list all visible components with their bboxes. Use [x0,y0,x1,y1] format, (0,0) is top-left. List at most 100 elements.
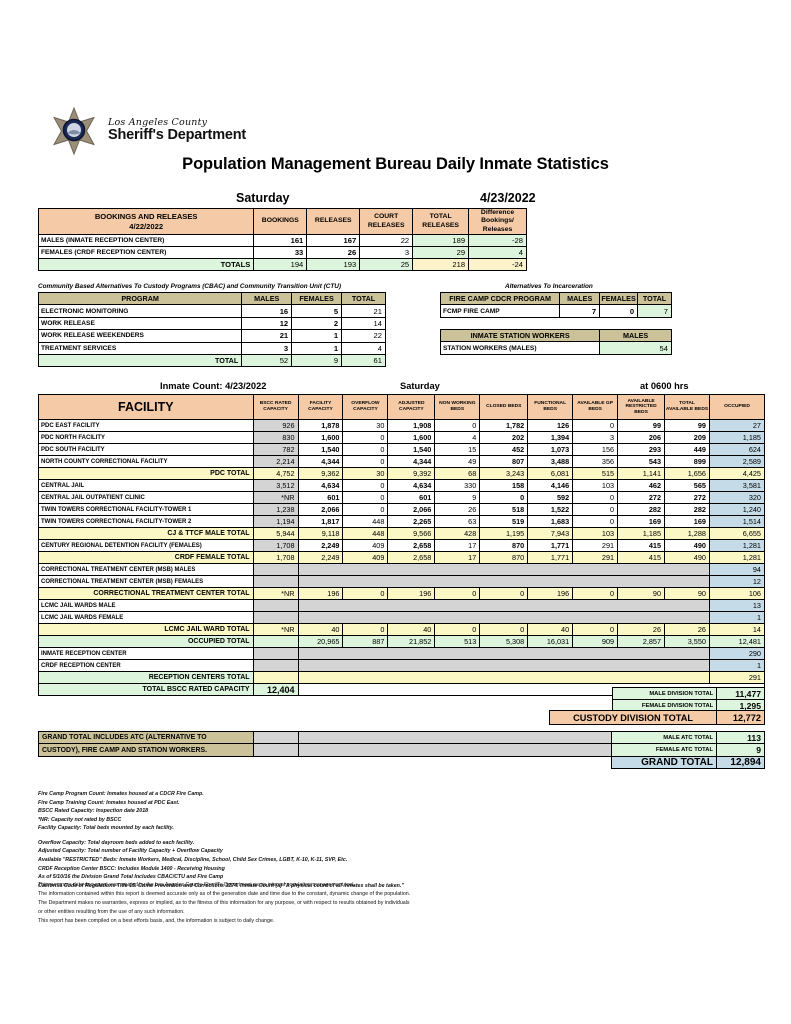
males-releases: 167 [306,234,361,248]
facility-value-2: 0 [342,503,389,516]
row-label-females: FEMALES (CRDF RECEPTION CENTER) [37,246,255,260]
facility-value-1: 1,600 [297,431,344,444]
footnote-line: Fire Camp Training Count: Inmates housed… [38,799,180,806]
empty-cell [252,575,299,588]
facility-value-4: 0 [434,419,481,432]
facility-value-9: 490 [664,539,710,552]
table-row: PDC SOUTH FACILITY 782 1,540 0 1,540 15 452 1,0… [38,443,766,456]
facility-total-value-7: 291 [572,551,619,564]
facility-value-7: 0 [572,503,619,516]
col-fc-total: TOTAL [637,291,672,306]
table-row: FCMP FIRE CAMP 7 0 7 [439,304,672,318]
facility-total-value-4: 68 [434,467,481,480]
page-title: Population Management Bureau Daily Inmat… [182,155,609,173]
facility-total-value-0: 1,708 [252,551,299,564]
facility-value-1: 1,878 [297,419,344,432]
fcmp-females: 0 [599,304,639,318]
facility-total-value-2: 448 [342,527,389,540]
wr-males: 12 [241,316,293,331]
facility-value-0: 830 [252,431,299,444]
males-difference: -28 [468,234,527,248]
facility-total-value-8: 415 [617,551,666,564]
facility-value-0: 782 [252,443,299,456]
facility-value-2: 448 [342,515,389,528]
facility-total-value-7: 0 [572,587,619,600]
program-work-release-weekenders: WORK RELEASE WEEKENDERS [37,329,243,343]
facility-value-3: 1,908 [387,419,436,432]
footnote-line: Available "RESTRICTED" Beds: Inmate Work… [38,857,348,864]
occupied-total-value-0 [252,635,299,648]
females-difference: 4 [468,246,527,260]
facility-value-1: 4,344 [297,455,344,468]
facility-total-value-6: 196 [527,587,574,600]
facility-value-1: 2,249 [297,539,344,552]
facility-total-value-8: 90 [617,587,666,600]
facility-name: PDC EAST FACILITY [38,419,254,432]
facility-total-value-6: 6,081 [527,467,574,480]
facility-value-9: 209 [664,431,710,444]
facility-total-label: PDC TOTAL [38,467,254,480]
facility-total-value-5: 870 [479,551,529,564]
cbac-total-label: TOTAL [37,353,243,368]
wrw-total: 22 [341,329,386,343]
cbac-table: PROGRAM MALES FEMALES TOTAL ELECTRONIC M… [37,291,386,368]
totals-bookings: 194 [253,258,308,272]
empty-cell [252,563,299,576]
female-atc-total-label: FEMALE ATC TOTAL [611,743,717,757]
facility-total-value-1: 2,249 [297,551,344,564]
footnote-line: *NR: Capacity not rated by BSCC [38,816,122,823]
facility-name: CRDF RECEPTION CENTER [38,659,254,672]
male-division-total-label: MALE DIVISION TOTAL [611,686,718,701]
col-facility: FACILITY [38,394,254,420]
facility-value-7: 291 [572,539,619,552]
male-atc-total-label: MALE ATC TOTAL [611,730,717,745]
footnote-line: California Code of Regulations Title 15.… [38,882,404,889]
inmate-count-caption-row: Inmate Count: 4/23/2022 Saturday at 0600… [0,381,791,394]
ts-males: 3 [241,341,293,355]
table-row: CUSTODY DIVISION TOTAL 12,772 [548,710,765,725]
occupied-total-value-1: 20,965 [297,635,344,648]
facility-value-3: 2,658 [387,539,436,552]
facility-name: INMATE RECEPTION CENTER [38,647,254,660]
facility-value-7: 0 [572,491,619,504]
facility-value-4: 330 [434,479,481,492]
facility-occupied: 12 [708,575,766,588]
male-atc-total-value: 113 [716,730,765,745]
facility-name: PDC SOUTH FACILITY [38,443,254,456]
totals-difference: -24 [468,258,527,272]
custody-division-total-value: 12,772 [716,710,765,725]
disclaimer-line: The information contained within this re… [38,891,411,898]
facility-value-9: 272 [664,491,710,504]
col-total-releases: TOTAL RELEASES [412,207,470,236]
facility-occupied: 13 [708,599,766,612]
table-row: PDC TOTAL 4,752 9,362 30 9,392 68 3,243 6,081 51… [38,467,766,480]
table-row: CENTURY REGIONAL DETENTION FACILITY (FEM… [38,539,766,552]
facility-total-label: CJ & TTCF MALE TOTAL [38,527,254,540]
empty-cell [252,647,299,660]
facility-value-1: 601 [297,491,344,504]
bookings-totals-label: TOTALS [37,258,255,272]
facility-value-8: 169 [617,515,666,528]
disclaimer-line: or other entities resulting from the use… [38,909,185,916]
facility-total-value-4: 17 [434,551,481,564]
table-header-row: FIRE CAMP CDCR PROGRAM MALES FEMALES TOT… [439,291,672,306]
facility-total-value-3: 9,392 [387,467,436,480]
facility-value-0: 1,194 [252,515,299,528]
facility-value-3: 1,600 [387,431,436,444]
em-total: 21 [341,304,386,318]
facility-value-8: 99 [617,419,666,432]
facility-value-3: 2,066 [387,503,436,516]
empty-cell [252,611,299,624]
facility-value-5: 870 [479,539,529,552]
empty-cell-span [297,647,710,660]
table-row: INMATE RECEPTION CENTER 290 [38,647,766,660]
totals-releases: 193 [306,258,361,272]
footnote-line: Fire Camp Program Count: Inmates housed … [38,791,204,797]
ts-females: 1 [291,341,343,355]
col-males: MALES [241,291,293,306]
table-row: CRDF RECEPTION CENTER 1 [38,659,766,672]
facility-value-4: 15 [434,443,481,456]
facility-value-8: 415 [617,539,666,552]
table-row: LCMC JAIL WARDS MALE 13 [38,599,766,612]
